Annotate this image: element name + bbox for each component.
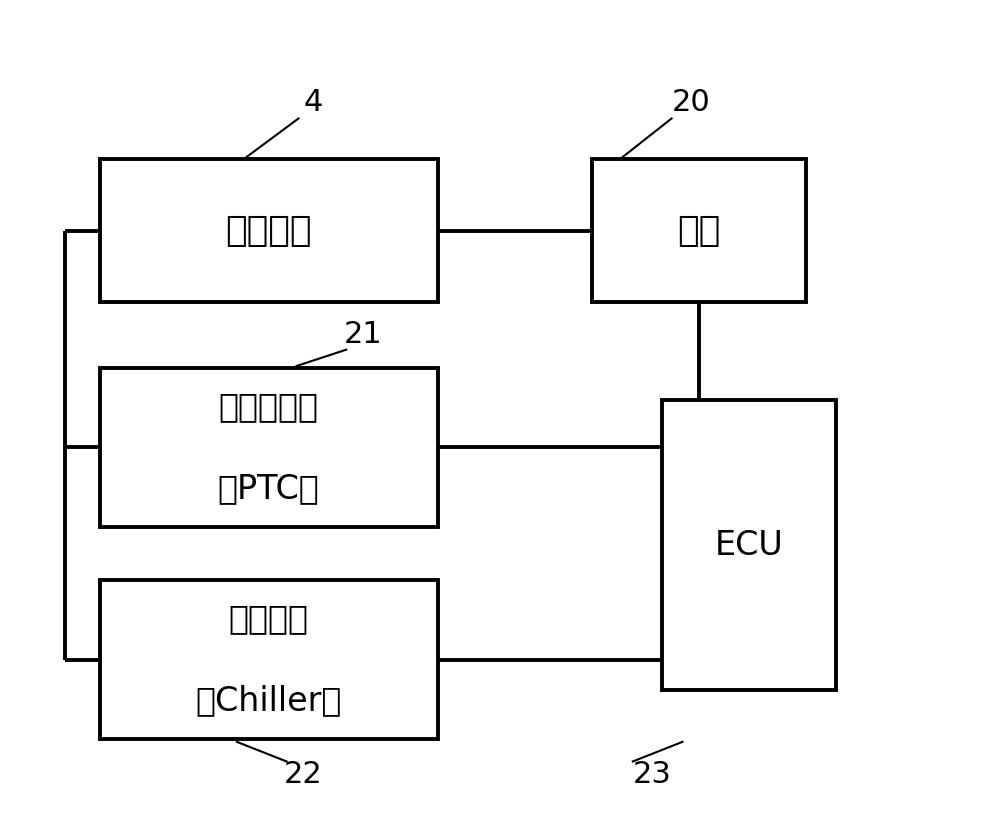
Text: （Chiller）: （Chiller） — [195, 684, 342, 717]
Bar — [591, 159, 805, 302]
Text: 电加热装置: 电加热装置 — [219, 390, 318, 423]
Text: 冷却装置: 冷却装置 — [229, 602, 308, 636]
Text: 4: 4 — [303, 87, 323, 117]
Bar — [99, 368, 437, 527]
Text: 21: 21 — [344, 320, 382, 350]
Text: 22: 22 — [284, 760, 322, 789]
Bar — [661, 400, 835, 690]
Text: 20: 20 — [672, 87, 710, 117]
Text: 水泵: 水泵 — [677, 214, 720, 248]
Bar — [99, 580, 437, 739]
Bar — [99, 159, 437, 302]
Text: ECU: ECU — [714, 529, 782, 562]
Text: （PTC）: （PTC） — [218, 471, 319, 505]
Text: 23: 23 — [631, 760, 671, 789]
Text: 电池箱体: 电池箱体 — [226, 214, 311, 248]
